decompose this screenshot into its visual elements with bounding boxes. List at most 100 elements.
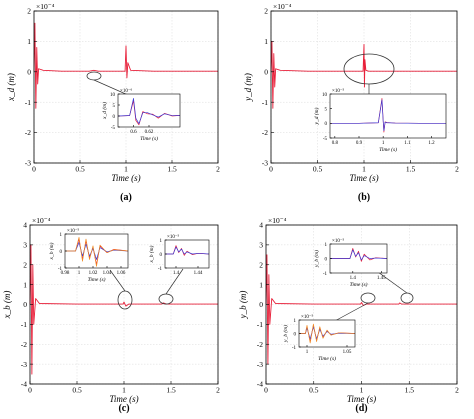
zoom-connector-line	[93, 79, 129, 96]
zoom-connector-line	[165, 268, 184, 295]
inset-chart-plot-area	[330, 94, 446, 138]
main-chart-series-red-line	[33, 22, 218, 109]
inset-chart-series-orange-line	[65, 237, 129, 267]
main-chart-xlabel: Time (s)	[347, 394, 376, 404]
inset-chart-ylabel: x_d (m)	[101, 102, 108, 120]
inset-chart-ytick-label: 10	[322, 93, 328, 98]
inset-chart-axes-frame	[329, 93, 447, 139]
inset-chart-exponent: ×10⁻⁵	[332, 238, 344, 244]
main-chart-exponent: ×10⁻⁴	[36, 2, 55, 11]
main-chart-xtick-label: 1.5	[166, 386, 176, 395]
inset-chart-xlabel: Time (s)	[379, 146, 397, 153]
main-chart-xtick-label: 0.5	[313, 165, 323, 174]
main-chart-ytick-label: -3	[257, 360, 263, 369]
main-chart-ylabel: x_b (m)	[2, 291, 12, 320]
main-chart-ytick-label: 0	[259, 300, 263, 309]
inset-chart-series-blue-line	[330, 99, 446, 132]
inset-chart-xtick-label: 0.6	[130, 130, 137, 135]
main-chart-exponent: ×10⁻⁴	[32, 216, 51, 225]
inset-chart-ylabel: x_b (m)	[148, 245, 155, 263]
inset-chart-1: 0.8 0.9 1 1.1 1.2 -5 0 5 10 ×10⁻⁵ Time (s) y_d (m)	[313, 88, 447, 153]
inset-chart-exponent: ×10⁻⁶	[120, 88, 132, 94]
inset-chart-exponent: ×10⁻⁵	[301, 314, 313, 320]
main-chart-ytick-label: 0	[23, 300, 27, 309]
main-chart-xtick-label: 1	[122, 386, 126, 395]
main-chart-ylabel: y_b (m)	[238, 291, 248, 320]
inset-chart-ytick-label: 0	[60, 250, 63, 255]
main-chart-series-red-line	[29, 244, 218, 375]
inset-chart-1: 1.4 1.45 -1 0 1 ×10⁻⁵ Time (s) y_b (m)	[313, 238, 388, 288]
main-chart-ytick-label: 1	[259, 280, 263, 289]
inset-chart-series-blue-line	[117, 98, 181, 125]
main-chart-ytick-label: -2	[257, 340, 263, 349]
inset-chart-xtick-label: 1.1	[404, 141, 411, 146]
main-chart-xtick-label: 1.5	[405, 386, 415, 395]
main-chart-ytick-label: 4	[23, 221, 27, 230]
inset-chart-xlabel: Time (s)	[88, 276, 106, 283]
inset-chart-ytick-label: 1	[160, 239, 163, 244]
inset-chart-ytick-label: 1	[325, 243, 328, 248]
main-chart-xtick-label: 2	[455, 165, 459, 174]
main-chart-series-red-line	[270, 40, 457, 109]
main-chart-ytick-label: 2	[259, 260, 263, 269]
main-chart-ytick-label: 2	[23, 260, 27, 269]
main-chart-ytick-label: 3	[23, 241, 27, 250]
main-chart-ytick-label: 0	[27, 67, 31, 76]
inset-chart-xtick-label: 1.4	[173, 271, 180, 276]
inset-chart-ylabel: y_b (m)	[282, 325, 289, 343]
inset-chart-ytick-label: -1	[292, 346, 297, 351]
inset-chart-xtick-label: 1	[78, 271, 81, 276]
inset-chart-ylabel: y_b (m)	[313, 250, 320, 268]
inset-chart-plot-area	[118, 94, 180, 127]
inset-chart-xtick-label: 1.45	[377, 276, 386, 281]
inset-chart-xtick-label: 0.8	[332, 141, 339, 146]
main-chart-xtick-label: 1.5	[167, 165, 177, 174]
main-chart-ytick-label: -2	[25, 128, 31, 137]
inset-chart-ylabel: x_b (m)	[48, 242, 55, 260]
main-chart-ytick-label: -3	[25, 159, 31, 168]
main-chart-xtick-label: 0	[28, 386, 32, 395]
zoom-connector-line	[377, 271, 408, 294]
main-chart-ytick-label: -3	[21, 360, 27, 369]
main-chart-xlabel: Time (s)	[109, 394, 138, 404]
panel-label: (b)	[358, 192, 370, 203]
inset-chart-ytick-label: 10	[110, 93, 116, 98]
inset-chart-xtick-label: 1.06	[117, 271, 126, 276]
inset-chart-xtick-label: 1.04	[103, 271, 112, 276]
inset-chart-xlabel: Time (s)	[350, 281, 368, 288]
inset-chart-xtick-label: 1.2	[428, 141, 435, 146]
main-chart-xtick-label: 0.5	[72, 386, 82, 395]
inset-chart-ytick-label: -5	[111, 126, 116, 131]
inset-chart-series-blue-line	[330, 249, 388, 261]
main-chart-xlabel: Time (s)	[111, 173, 140, 183]
main-chart-ytick-label: 1	[27, 37, 31, 46]
chart-panel-2: 0 0.5 1 1.5 2 -3 -2 -1 0 1 2 ×10⁻⁴ Time (s) y_d (m) (b…	[243, 2, 459, 203]
inset-chart-xtick-label: 1.05	[343, 350, 352, 355]
main-chart-xlabel: Time (s)	[349, 173, 378, 183]
inset-chart-xlabel: Time (s)	[140, 135, 158, 142]
inset-chart-1: 0.98 1 1.02 1.04 1.06 -1 0 1 ×10⁻⁵ Time (s) x_b (m…	[48, 228, 129, 283]
inset-chart-ytick-label: 1	[294, 319, 297, 324]
main-chart-ytick-label: 4	[259, 221, 263, 230]
inset-chart-xtick-label: 1	[306, 350, 309, 355]
inset-chart-ytick-label: 0	[325, 257, 328, 262]
inset-chart-ytick-label: 5	[113, 104, 116, 109]
inset-chart-xtick-label: 0.9	[356, 141, 363, 146]
inset-chart-ytick-label: 0	[294, 332, 297, 337]
main-chart-ytick-label: -3	[262, 159, 268, 168]
inset-chart-xtick-label: 0.98	[61, 271, 70, 276]
panel-label: (c)	[118, 403, 129, 414]
main-chart-ytick-label: -1	[25, 98, 31, 107]
inset-chart-2: 1 1.05 -1 0 1 ×10⁻⁵ Time (s) y_b (m)	[282, 314, 356, 362]
inset-chart-ytick-label: -5	[323, 137, 328, 142]
main-chart-ytick-label: -2	[262, 128, 268, 137]
inset-chart-xtick-label: 1.02	[89, 271, 98, 276]
main-chart-ytick-label: 3	[259, 241, 263, 250]
inset-chart-xtick-label: 1.44	[194, 271, 203, 276]
inset-chart-1: 0.6 0.62 -5 0 5 10 ×10⁻⁶ Time (s) x_d (m)	[101, 88, 181, 142]
main-chart-xtick-label: 1	[124, 165, 128, 174]
inset-chart-ytick-label: 1	[60, 233, 63, 238]
main-chart-ytick-label: -2	[21, 340, 27, 349]
chart-panel-4: 0 0.5 1 1.5 2 -4 -3 -2 -1 0 1 2 3 4 ×10⁻⁴ Time (s) y_b (…	[238, 216, 459, 414]
